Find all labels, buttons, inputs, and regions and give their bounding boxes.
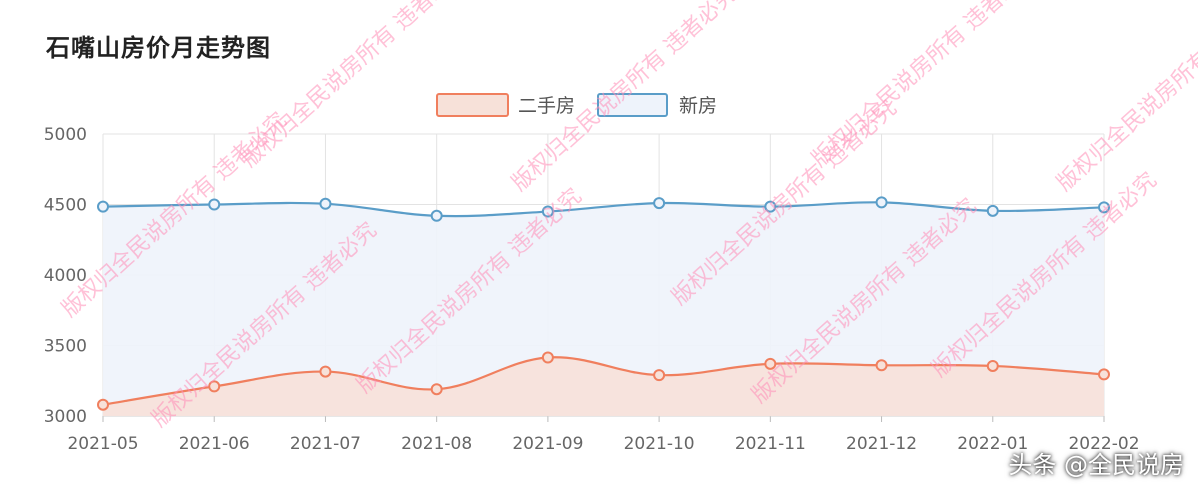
x-tick-label: 2021-07	[290, 434, 361, 454]
x-tick-label: 2021-08	[401, 434, 472, 454]
x-tick-label: 2021-06	[179, 434, 250, 454]
data-point	[764, 357, 777, 370]
data-point	[1098, 368, 1110, 381]
data-point	[430, 209, 443, 222]
series-line	[102, 356, 1105, 406]
x-tick-label: 2022-01	[957, 434, 1028, 454]
x-tick-label: 2021-11	[735, 434, 806, 454]
y-tick-label: 4000	[44, 266, 87, 286]
data-point	[875, 359, 888, 372]
data-point	[653, 197, 666, 210]
y-tick-label: 3500	[44, 337, 87, 357]
x-tick-label: 2021-10	[624, 434, 695, 454]
data-point	[319, 197, 332, 210]
brand-watermark: 头条 @全民说房	[1008, 451, 1184, 479]
y-tick-label: 3000	[44, 407, 87, 427]
x-tick-label: 2021-12	[846, 434, 917, 454]
series-area	[103, 202, 1104, 416]
data-point	[319, 365, 332, 378]
x-tick-label: 2022-02	[1068, 434, 1139, 454]
y-tick-label: 5000	[44, 125, 87, 145]
copyright-watermark: 版权归全民说房所有 违者必究	[807, 0, 1041, 172]
x-tick-label: 2021-09	[512, 434, 583, 454]
data-point	[541, 205, 554, 218]
data-point	[986, 204, 999, 217]
data-point	[986, 359, 999, 372]
series-line	[102, 201, 1105, 218]
series-areas	[103, 202, 1104, 416]
series-points	[97, 196, 1110, 411]
data-point	[97, 200, 109, 213]
data-point	[1098, 201, 1110, 214]
data-point	[97, 398, 109, 411]
data-point	[875, 196, 888, 209]
series-lines	[102, 201, 1105, 406]
legend-label: 二手房	[518, 95, 575, 117]
data-point	[208, 198, 221, 211]
legend-swatch	[597, 93, 668, 117]
legend: 二手房 新房	[436, 93, 717, 117]
legend-label: 新房	[679, 95, 717, 117]
data-point	[208, 380, 221, 393]
data-point	[653, 369, 666, 382]
copyright-watermark: 版权归全民说房所有 违者必究	[1052, 0, 1198, 196]
x-axis-ticks: 2021-05 2021-06 2021-07 2021-08 2021-09 2021-…	[67, 434, 1139, 454]
chart-title: 石嘴山房价月走势图	[46, 34, 271, 62]
data-point	[430, 383, 443, 396]
y-tick-label: 4500	[44, 196, 87, 216]
x-tick-label: 2021-05	[67, 434, 138, 454]
data-point	[764, 200, 777, 213]
legend-swatch	[436, 93, 509, 117]
data-point	[541, 351, 554, 364]
series-area	[103, 357, 1104, 416]
y-axis-ticks: 3000 3500 4000 4500 5000	[44, 125, 87, 427]
